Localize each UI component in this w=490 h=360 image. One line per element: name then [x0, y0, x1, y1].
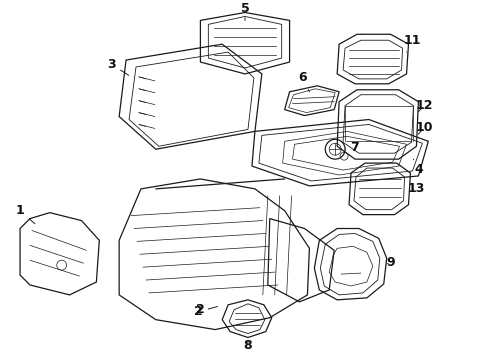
- Text: 2: 2: [196, 303, 205, 316]
- Text: 8: 8: [244, 339, 252, 352]
- Text: 4: 4: [414, 159, 423, 176]
- Text: 13: 13: [408, 183, 425, 195]
- Text: 7: 7: [345, 141, 359, 154]
- Text: 6: 6: [298, 71, 309, 92]
- Text: 1: 1: [16, 204, 35, 224]
- Text: 10: 10: [416, 121, 433, 134]
- Text: 12: 12: [416, 99, 433, 112]
- Text: 11: 11: [404, 34, 421, 52]
- Text: 3: 3: [107, 58, 129, 75]
- Text: 5: 5: [241, 2, 249, 21]
- Text: 2: 2: [194, 305, 218, 318]
- Text: 9: 9: [386, 256, 395, 269]
